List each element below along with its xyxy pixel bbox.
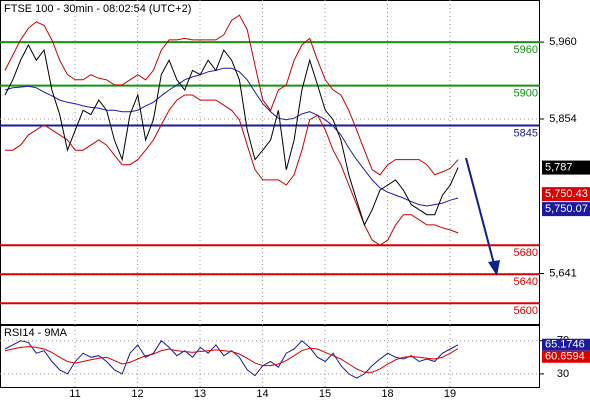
- forecast-arrowhead: [488, 260, 500, 276]
- price-marker: [542, 160, 590, 175]
- x-tick-label: 15: [319, 388, 331, 400]
- price-marker: [542, 187, 590, 202]
- series-line: [4, 346, 459, 373]
- x-tick-label: 12: [131, 388, 143, 400]
- series-line: [4, 43, 459, 227]
- x-tick-label: 14: [256, 388, 268, 400]
- value-marker-label: 60.6594: [545, 351, 585, 363]
- series-line: [4, 14, 459, 176]
- y-tick-label: 30: [557, 368, 569, 380]
- price-marker-label: 5,787: [545, 161, 573, 173]
- price-marker: [542, 202, 590, 217]
- x-tick-label: 11: [69, 388, 80, 400]
- level-label: 5600: [514, 305, 538, 317]
- forecast-arrow: [465, 157, 495, 265]
- level-label: 5960: [514, 44, 538, 56]
- chart-title: FTSE 100 - 30min - 08:02:54 (UTC+2): [4, 3, 191, 15]
- value-marker: [542, 350, 590, 363]
- level-label: 5640: [514, 276, 538, 288]
- level-label: 5845: [514, 127, 538, 139]
- series-line: [5, 94, 459, 246]
- level-label: 5680: [514, 247, 538, 259]
- x-tick-label: 18: [381, 388, 393, 400]
- y-tick-label: 5,960: [549, 36, 577, 48]
- price-marker-label: 5,750.07: [545, 203, 588, 215]
- value-marker-label: 65.1746: [545, 339, 585, 351]
- price-frame: [0, 0, 540, 325]
- value-marker: [542, 338, 590, 351]
- y-tick-label: 5,641: [549, 267, 577, 279]
- rsi-title: RSI14 - 9MA: [4, 327, 68, 339]
- level-label: 5900: [514, 88, 538, 100]
- price-marker-label: 5,750.43: [545, 188, 588, 200]
- x-tick-label: 19: [444, 388, 456, 400]
- y-tick-label: 5,854: [549, 113, 577, 125]
- rsi-frame: [0, 325, 540, 388]
- series-line: [4, 340, 459, 379]
- x-tick-label: 13: [194, 388, 206, 400]
- series-line: [4, 67, 459, 207]
